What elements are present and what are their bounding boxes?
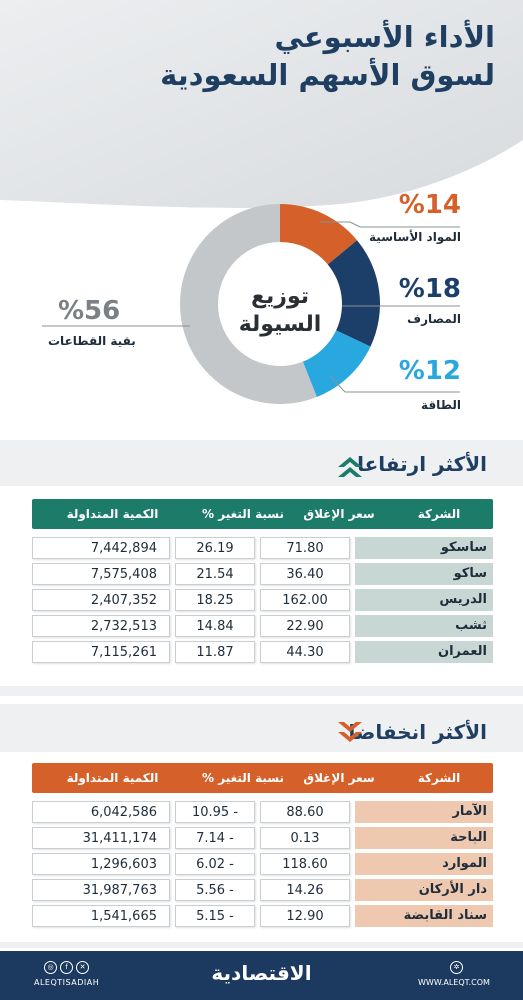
col-volume: الكمية المتداولة [66, 771, 159, 785]
footer-handle: ALEQTISADIAH [34, 978, 100, 987]
donut-segment-basic-materials [280, 204, 358, 265]
down-arrows-icon [338, 722, 362, 742]
company-name-cell: الآمار [355, 801, 493, 823]
donut-center-line2: السيولة [238, 312, 322, 337]
volume-cell: 31,411,174 [32, 827, 170, 849]
close-price-cell: 22.90 [260, 615, 350, 637]
page-title-line1: الأداء الأسبوعي [274, 20, 495, 54]
close-price-cell: 88.60 [260, 801, 350, 823]
change-percent-cell: 18.25 [175, 589, 255, 611]
volume-cell: 1,541,665 [32, 905, 170, 927]
company-name-cell: دار الأركان [355, 879, 493, 901]
liquidity-donut-chart [180, 204, 380, 404]
basic-materials-percent: %14 [398, 190, 461, 220]
close-price-cell: 36.40 [260, 563, 350, 585]
company-name-cell: ساكو [355, 563, 493, 585]
col-change: نسبة التغير % [202, 507, 284, 521]
table-row: الآمار 88.60 10.95 -6,042,586 [32, 801, 493, 823]
col-company: الشركة [417, 507, 461, 521]
close-price-cell: 44.30 [260, 641, 350, 663]
volume-cell: 7,115,261 [32, 641, 170, 663]
change-percent-cell: 21.54 [175, 563, 255, 585]
change-percent-cell: 6.02 - [175, 853, 255, 875]
volume-cell: 6,042,586 [32, 801, 170, 823]
banks-label: المصارف [407, 312, 461, 326]
volume-cell: 31,987,763 [32, 879, 170, 901]
donut-center-line1: توزيع [250, 284, 309, 309]
change-percent-cell: 14.84 [175, 615, 255, 637]
footer-website[interactable]: WWW.ALEQT.COM [418, 978, 490, 987]
up-arrows-icon [338, 457, 362, 477]
volume-cell: 7,442,894 [32, 537, 170, 559]
close-price-cell: 162.00 [260, 589, 350, 611]
col-company: الشركة [417, 771, 461, 785]
company-name-cell: الموارد [355, 853, 493, 875]
facebook-icon[interactable]: f [60, 961, 73, 974]
gainers-table-header: الشركة سعر الإغلاق نسبة التغير % الكمية … [32, 499, 493, 529]
change-percent-cell: 5.56 - [175, 879, 255, 901]
table-row: العمران 44.30 11.87 7,115,261 [32, 641, 493, 663]
volume-cell: 2,732,513 [32, 615, 170, 637]
volume-cell: 7,575,408 [32, 563, 170, 585]
change-percent-cell: 5.15 - [175, 905, 255, 927]
basic-materials-label: المواد الأساسية [369, 230, 461, 244]
company-name-cell: العمران [355, 641, 493, 663]
close-price-cell: 71.80 [260, 537, 350, 559]
close-price-cell: 14.26 [260, 879, 350, 901]
table-row: دار الأركان 14.26 5.56 -31,987,763 [32, 879, 493, 901]
footer-brand-logo: الاقتصادية [211, 961, 312, 985]
instagram-icon[interactable]: ◎ [44, 961, 57, 974]
banks-percent: %18 [398, 274, 461, 304]
change-percent-cell: 26.19 [175, 537, 255, 559]
change-percent-cell: 11.87 [175, 641, 255, 663]
volume-cell: 2,407,352 [32, 589, 170, 611]
donut-segment-energy [302, 330, 371, 397]
table-row: ساكو 36.40 21.54 7,575,408 [32, 563, 493, 585]
energy-label: الطاقة [421, 398, 461, 412]
table-row: الدريس 162.00 18.25 2,407,352 [32, 589, 493, 611]
close-price-cell: 12.90 [260, 905, 350, 927]
company-name-cell: ثشب [355, 615, 493, 637]
gainers-title: الأكثر ارتفاعا [357, 452, 487, 476]
company-name-cell: الباحة [355, 827, 493, 849]
table-row: سناد القابضة 12.90 5.15 -1,541,665 [32, 905, 493, 927]
table-row: الموارد 118.60 6.02 -1,296,603 [32, 853, 493, 875]
leader-lines [42, 221, 460, 393]
close-price-cell: 0.13 [260, 827, 350, 849]
table-row: الباحة 0.13 7.14 -31,411,174 [32, 827, 493, 849]
col-change: نسبة التغير % [202, 771, 284, 785]
col-close: سعر الإغلاق [303, 771, 375, 785]
close-price-cell: 118.60 [260, 853, 350, 875]
losers-title: الأكثر انخفاضا [348, 720, 487, 744]
change-percent-cell: 10.95 - [175, 801, 255, 823]
volume-cell: 1,296,603 [32, 853, 170, 875]
company-name-cell: الدريس [355, 589, 493, 611]
table-row: ساسكو 71.80 26.19 7,442,894 [32, 537, 493, 559]
change-percent-cell: 7.14 - [175, 827, 255, 849]
table-row: ثشب 22.90 14.84 2,732,513 [32, 615, 493, 637]
footer-bar: ◎ f ✕ ALEQTISADIAH الاقتصادية ✲ WWW.ALEQ… [0, 951, 523, 1000]
company-name-cell: ساسكو [355, 537, 493, 559]
other-sectors-percent: %56 [58, 296, 121, 326]
donut-segment-other-sectors [180, 204, 317, 404]
company-name-cell: سناد القابضة [355, 905, 493, 927]
globe-icon: ✲ [450, 961, 463, 974]
header-background [0, 0, 523, 219]
col-close: سعر الإغلاق [303, 507, 375, 521]
other-sectors-label: بقية القطاعات [48, 334, 136, 348]
donut-segment-banks [327, 240, 380, 347]
col-volume: الكمية المتداولة [66, 507, 159, 521]
page-title-line2: لسوق الأسهم السعودية [160, 58, 495, 92]
losers-table-header: الشركة سعر الإغلاق نسبة التغير % الكمية … [32, 763, 493, 793]
energy-percent: %12 [398, 356, 461, 386]
x-twitter-icon[interactable]: ✕ [76, 961, 89, 974]
